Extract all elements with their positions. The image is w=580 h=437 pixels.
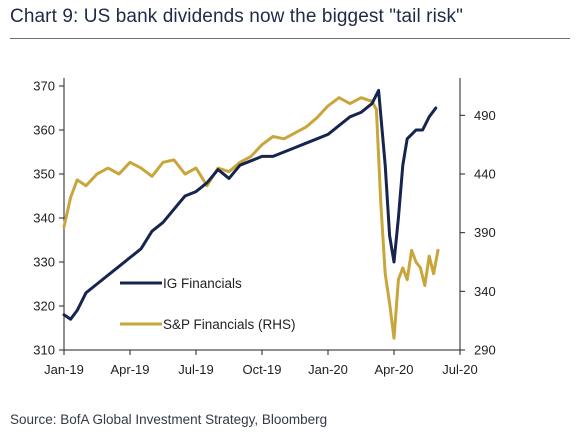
left-tick-label: 310 bbox=[33, 343, 55, 358]
left-tick-label: 370 bbox=[33, 79, 55, 94]
chart-legend: IG Financials S&P Financials (RHS) bbox=[120, 276, 296, 332]
left-tick-label: 360 bbox=[33, 123, 55, 138]
series-line-sp-financials bbox=[62, 96, 440, 340]
chart-title: Chart 9: US bank dividends now the bigge… bbox=[10, 6, 463, 27]
legend-label-sp-financials: S&P Financials (RHS) bbox=[163, 317, 296, 332]
series-line-ig-financials bbox=[62, 88, 438, 321]
legend-label-ig-financials: IG Financials bbox=[163, 276, 242, 291]
right-tick-label: 440 bbox=[474, 167, 496, 182]
x-tick-label: Jul-20 bbox=[442, 362, 477, 377]
x-tick-label: Apr-19 bbox=[110, 362, 149, 377]
left-tick-label: 350 bbox=[33, 167, 55, 182]
right-tick-label: 390 bbox=[474, 225, 496, 240]
x-tick-label: Apr-20 bbox=[374, 362, 413, 377]
title-divider bbox=[10, 38, 570, 39]
left-tick-label: 330 bbox=[33, 255, 55, 270]
x-tick-label: Jan-19 bbox=[44, 362, 84, 377]
left-tick-label: 340 bbox=[33, 211, 55, 226]
x-tick-label: Jul-19 bbox=[178, 362, 213, 377]
chart-series bbox=[62, 88, 440, 340]
left-tick-label: 320 bbox=[33, 299, 55, 314]
x-tick-label: Jan-20 bbox=[308, 362, 348, 377]
source-note: Source: BofA Global Investment Strategy,… bbox=[10, 412, 328, 427]
right-tick-label: 290 bbox=[474, 343, 496, 358]
x-tick-label: Oct-19 bbox=[242, 362, 281, 377]
right-tick-label: 490 bbox=[474, 108, 496, 123]
chart-axes: 310 320 330 340 350 360 370 290 340 390 440 490 Jan-… bbox=[33, 78, 496, 377]
right-tick-label: 340 bbox=[474, 284, 496, 299]
